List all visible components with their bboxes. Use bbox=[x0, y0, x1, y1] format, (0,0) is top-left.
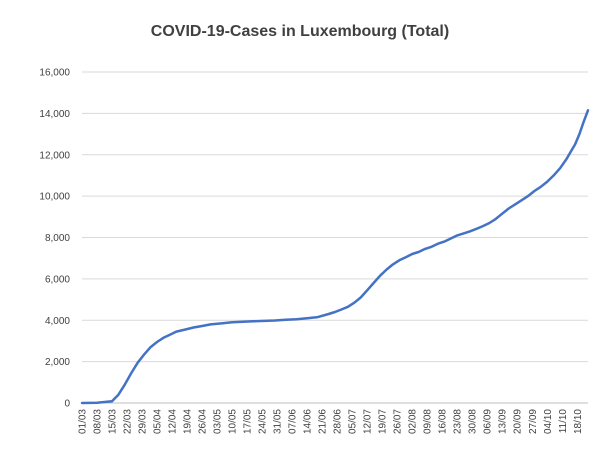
y-axis-tick-labels: 0 2,000 4,000 6,000 8,000 10,000 12,000 14,000 1… bbox=[39, 68, 70, 410]
x-tick-label: 09/08 bbox=[423, 409, 434, 434]
x-tick-label: 21/06 bbox=[318, 409, 329, 434]
x-tick-label: 03/05 bbox=[213, 409, 224, 434]
x-tick-label: 05/04 bbox=[153, 409, 164, 434]
y-tick-label: 12,000 bbox=[39, 150, 70, 161]
y-tick-label: 2,000 bbox=[45, 357, 70, 368]
x-tick-label: 26/07 bbox=[393, 409, 404, 434]
y-tick-label: 10,000 bbox=[39, 192, 70, 203]
x-tick-label: 08/03 bbox=[93, 409, 104, 434]
x-tick-label: 17/05 bbox=[243, 409, 254, 434]
chart-title: COVID-19-Cases in Luxembourg (Total) bbox=[151, 23, 449, 40]
x-tick-label: 04/10 bbox=[543, 409, 554, 434]
x-tick-label: 19/07 bbox=[378, 409, 389, 434]
x-tick-label: 23/08 bbox=[453, 409, 464, 434]
x-tick-label: 05/07 bbox=[348, 409, 359, 434]
y-tick-label: 0 bbox=[64, 399, 70, 410]
x-tick-label: 12/07 bbox=[363, 409, 374, 434]
x-tick-label: 26/04 bbox=[198, 409, 209, 434]
x-tick-label: 30/08 bbox=[468, 409, 479, 434]
x-tick-label: 29/03 bbox=[138, 409, 149, 434]
x-tick-label: 24/05 bbox=[258, 409, 269, 434]
x-tick-label: 18/10 bbox=[573, 409, 584, 434]
y-tick-label: 8,000 bbox=[45, 233, 70, 244]
x-tick-label: 28/06 bbox=[333, 409, 344, 434]
x-tick-label: 20/09 bbox=[513, 409, 524, 434]
x-tick-label: 14/06 bbox=[303, 409, 314, 434]
x-tick-label: 15/03 bbox=[108, 409, 119, 434]
x-tick-label: 07/06 bbox=[288, 409, 299, 434]
x-tick-label: 22/03 bbox=[123, 409, 134, 434]
x-tick-label: 11/10 bbox=[558, 409, 569, 434]
y-tick-label: 6,000 bbox=[45, 274, 70, 285]
x-tick-label: 13/09 bbox=[498, 409, 509, 434]
x-tick-label: 16/08 bbox=[438, 409, 449, 434]
x-tick-label: 06/09 bbox=[483, 409, 494, 434]
x-tick-label: 31/05 bbox=[273, 409, 284, 434]
y-tick-label: 14,000 bbox=[39, 109, 70, 120]
x-tick-label: 10/05 bbox=[228, 409, 239, 434]
x-tick-label: 27/09 bbox=[528, 409, 539, 434]
x-tick-label: 19/04 bbox=[183, 409, 194, 434]
series-layer bbox=[80, 109, 590, 405]
y-tick-label: 4,000 bbox=[45, 316, 70, 327]
x-tick-label: 12/04 bbox=[168, 409, 179, 434]
x-tick-label: 02/08 bbox=[408, 409, 419, 434]
x-tick-label: 01/03 bbox=[78, 409, 89, 434]
y-tick-label: 16,000 bbox=[39, 68, 70, 79]
series-line bbox=[80, 109, 590, 405]
x-axis-tick-labels: 01/03 08/03 15/03 22/03 29/03 05/04 12/04 19/04… bbox=[78, 409, 584, 434]
gridlines bbox=[82, 71, 588, 363]
